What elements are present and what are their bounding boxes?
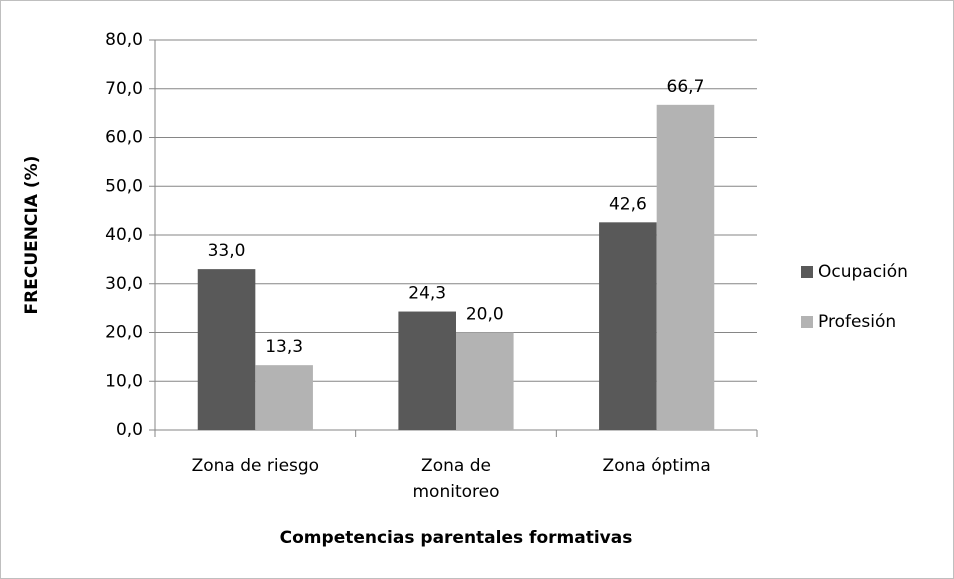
bar (656, 104, 715, 431)
data-label: 13,3 (265, 337, 303, 357)
bar (255, 365, 313, 430)
y-tick-label: 60,0 (105, 128, 143, 148)
legend-swatch (801, 316, 813, 328)
y-axis-title: FRECUENCIA (%) (22, 156, 42, 315)
bar (599, 222, 657, 430)
y-tick-label: 40,0 (105, 225, 143, 245)
y-tick-label: 30,0 (105, 274, 143, 294)
bar (197, 269, 256, 430)
data-label: 20,0 (466, 305, 504, 325)
y-tick-label: 20,0 (105, 323, 143, 343)
x-axis-title: Competencias parentales formativas (280, 528, 633, 548)
bar (398, 311, 456, 430)
x-tick-label: Zona óptima (602, 456, 711, 476)
y-tick-label: 10,0 (105, 371, 143, 391)
legend-label: Profesión (818, 312, 896, 332)
x-tick-label: Zona de riesgo (191, 456, 320, 476)
data-label: 24,3 (408, 284, 446, 304)
y-tick-label: 70,0 (105, 79, 143, 99)
x-tick-label: Zona de monitoreo (412, 456, 500, 502)
data-label: 66,7 (667, 77, 705, 97)
y-tick-label: 80,0 (105, 30, 143, 50)
legend-label: Ocupación (818, 262, 908, 282)
data-label: 33,0 (208, 241, 246, 261)
legend-swatch (801, 266, 813, 278)
y-tick-label: 50,0 (105, 176, 143, 196)
data-label: 42,6 (609, 194, 647, 214)
bar (456, 332, 514, 430)
y-tick-label: 0,0 (116, 420, 143, 440)
